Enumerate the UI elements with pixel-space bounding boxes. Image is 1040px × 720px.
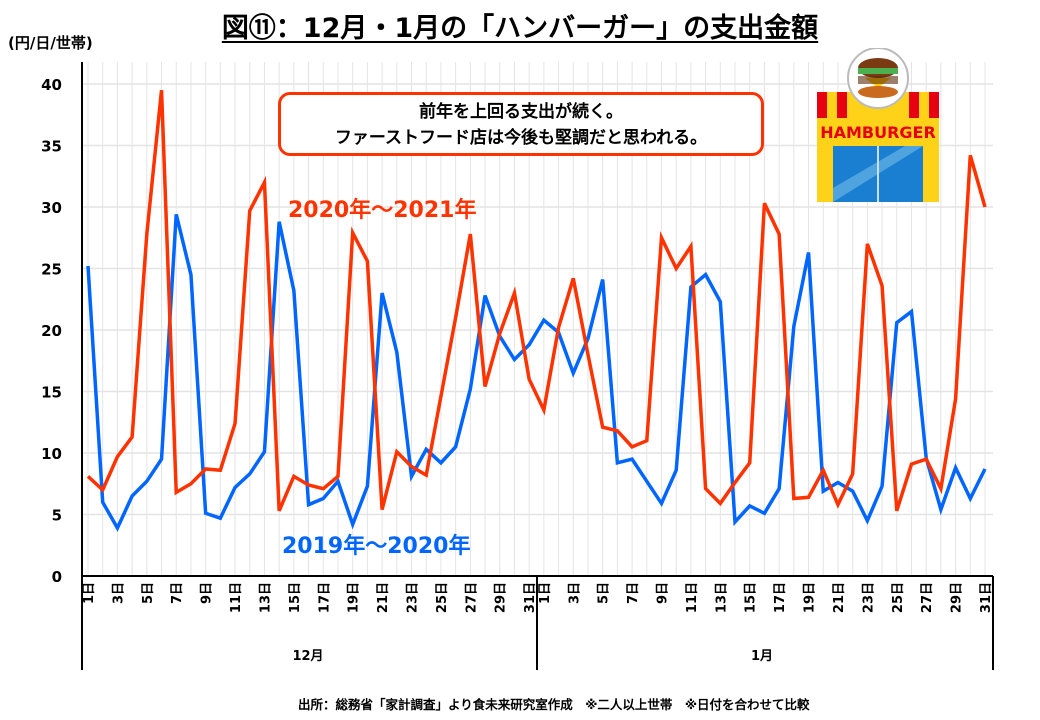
x-tick-label: 27日 <box>464 582 479 613</box>
y-tick-label: 10 <box>41 445 62 463</box>
y-tick-label: 40 <box>41 76 62 94</box>
x-tick-label: 17日 <box>317 582 332 613</box>
shop-sign-text: HAMBURGER <box>820 123 936 142</box>
y-tick-label: 25 <box>41 261 62 279</box>
x-tick-label: 29日 <box>950 582 965 613</box>
x-tick-label: 25日 <box>891 582 906 613</box>
x-tick-label: 19日 <box>347 582 362 613</box>
x-tick-label: 25日 <box>435 582 450 613</box>
x-tick-label: 13日 <box>714 582 729 613</box>
x-tick-label: 15日 <box>288 582 303 613</box>
x-tick-label: 5日 <box>141 582 156 604</box>
y-tick-label: 0 <box>52 568 62 586</box>
series-label-2020-2021: 2020年～2021年 <box>288 198 477 223</box>
x-tick-label: 23日 <box>861 582 876 613</box>
x-tick-label: 1日 <box>538 582 553 604</box>
annotation-line-1: 前年を上回る支出が続く。 <box>419 102 623 122</box>
y-tick-label: 35 <box>41 138 62 156</box>
chart-title: 図⑪：12月・1月の「ハンバーガー」の支出金額 <box>0 6 1040 45</box>
x-tick-label: 31日 <box>523 582 538 613</box>
x-tick-label: 5日 <box>597 582 612 604</box>
series-label-2019-2020: 2019年～2020年 <box>282 534 471 559</box>
x-tick-label: 19日 <box>803 582 818 613</box>
series-line-2020-2021 <box>86 89 987 512</box>
y-axis-unit: (円/日/世帯) <box>8 34 93 52</box>
annotation-line-2: ファーストフード店は今後も堅調だと思われる。 <box>334 128 708 148</box>
hamburger-shop-icon: HAMBURGER <box>817 48 939 202</box>
y-tick-label: 30 <box>41 199 62 217</box>
series-line-2019-2020 <box>86 213 987 532</box>
x-tick-label: 27日 <box>920 582 935 613</box>
y-tick-label: 20 <box>41 322 62 340</box>
annotation-box: 前年を上回る支出が続く。 ファーストフード店は今後も堅調だと思われる。 <box>278 92 764 156</box>
x-tick-label: 23日 <box>406 582 421 613</box>
x-tick-label: 17日 <box>773 582 788 613</box>
x-tick-label: 21日 <box>832 582 847 613</box>
x-tick-label: 9日 <box>655 582 670 604</box>
x-tick-label: 11日 <box>229 582 244 613</box>
y-tick-label: 15 <box>41 384 62 402</box>
x-tick-label: 3日 <box>567 582 582 604</box>
month-label: 12月 <box>292 649 323 664</box>
y-tick-label: 5 <box>52 507 62 525</box>
chart-title-text: 図⑪：12月・1月の「ハンバーガー」の支出金額 <box>221 13 819 44</box>
x-tick-label: 29日 <box>494 582 509 613</box>
x-tick-label: 3日 <box>111 582 126 604</box>
x-tick-label: 7日 <box>626 582 641 604</box>
x-tick-label: 11日 <box>685 582 700 613</box>
month-label: 1月 <box>751 649 773 664</box>
x-tick-label: 31日 <box>979 582 994 613</box>
x-tick-label: 1日 <box>82 582 97 604</box>
x-tick-label: 13日 <box>258 582 273 613</box>
x-tick-label: 15日 <box>744 582 759 613</box>
x-tick-label: 9日 <box>200 582 215 604</box>
x-tick-label: 21日 <box>376 582 391 613</box>
source-note: 出所：総務省「家計調査」より食未来研究室作成 ※二人以上世帯 ※日付を合わせて比… <box>298 697 810 712</box>
x-tick-label: 7日 <box>170 582 185 604</box>
